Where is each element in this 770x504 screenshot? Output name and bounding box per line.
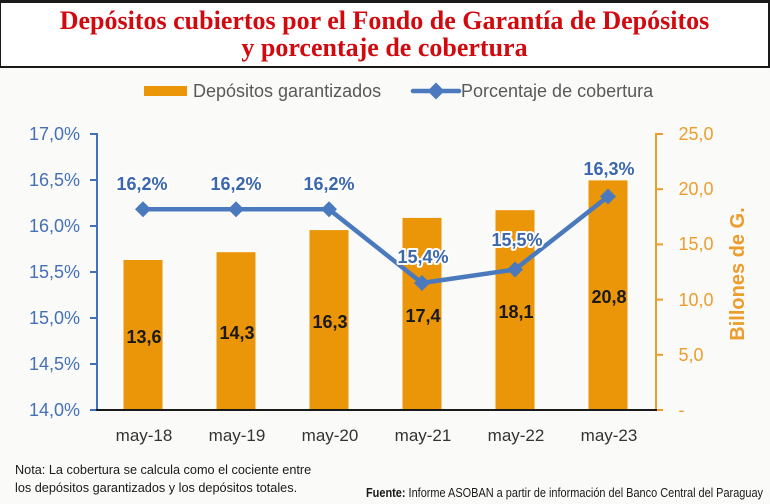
svg-text:5,0: 5,0: [679, 345, 704, 365]
svg-text:may-23: may-23: [581, 426, 638, 445]
svg-text:15,0: 15,0: [679, 234, 714, 254]
svg-text:may-18: may-18: [116, 426, 173, 445]
svg-text:13,6: 13,6: [126, 327, 161, 347]
svg-text:16,2%: 16,2%: [116, 174, 167, 194]
svg-text:18,1: 18,1: [498, 302, 533, 322]
svg-text:-: -: [679, 400, 685, 420]
svg-text:16,2%: 16,2%: [210, 174, 261, 194]
svg-text:17,0%: 17,0%: [29, 124, 80, 144]
svg-text:25,0: 25,0: [679, 124, 714, 144]
svg-text:14,5%: 14,5%: [29, 354, 80, 374]
svg-text:15,4%: 15,4%: [397, 247, 448, 267]
svg-text:10,0: 10,0: [679, 290, 714, 310]
svg-text:16,2%: 16,2%: [303, 174, 354, 194]
svg-text:Fuente: Informe ASOBAN a parti: Fuente: Informe ASOBAN a partir de infor…: [366, 485, 763, 500]
svg-text:Depósitos garantizados: Depósitos garantizados: [193, 81, 381, 101]
svg-text:16,3: 16,3: [312, 312, 347, 332]
svg-text:20,0: 20,0: [679, 179, 714, 199]
svg-text:15,5%: 15,5%: [491, 230, 542, 250]
svg-text:Billones de G.: Billones de G.: [727, 207, 749, 340]
svg-text:may-22: may-22: [488, 426, 545, 445]
svg-text:may-19: may-19: [209, 426, 266, 445]
svg-text:15,0%: 15,0%: [29, 308, 80, 328]
svg-text:20,8: 20,8: [591, 287, 626, 307]
svg-text:may-20: may-20: [302, 426, 359, 445]
svg-text:14,0%: 14,0%: [29, 400, 80, 420]
svg-text:Nota: La cobertura se calcula: Nota: La cobertura se calcula como el co…: [15, 463, 311, 477]
svg-text:15,5%: 15,5%: [29, 262, 80, 282]
svg-text:16,5%: 16,5%: [29, 170, 80, 190]
svg-text:Porcentaje de cobertura: Porcentaje de cobertura: [461, 81, 654, 101]
svg-text:17,4: 17,4: [405, 306, 440, 326]
svg-text:14,3: 14,3: [219, 323, 254, 343]
svg-text:16,3%: 16,3%: [583, 159, 634, 179]
svg-text:may-21: may-21: [395, 426, 452, 445]
svg-text:16,0%: 16,0%: [29, 216, 80, 236]
svg-text:los depósitos garantizados y l: los depósitos garantizados y los depósit…: [15, 481, 297, 495]
